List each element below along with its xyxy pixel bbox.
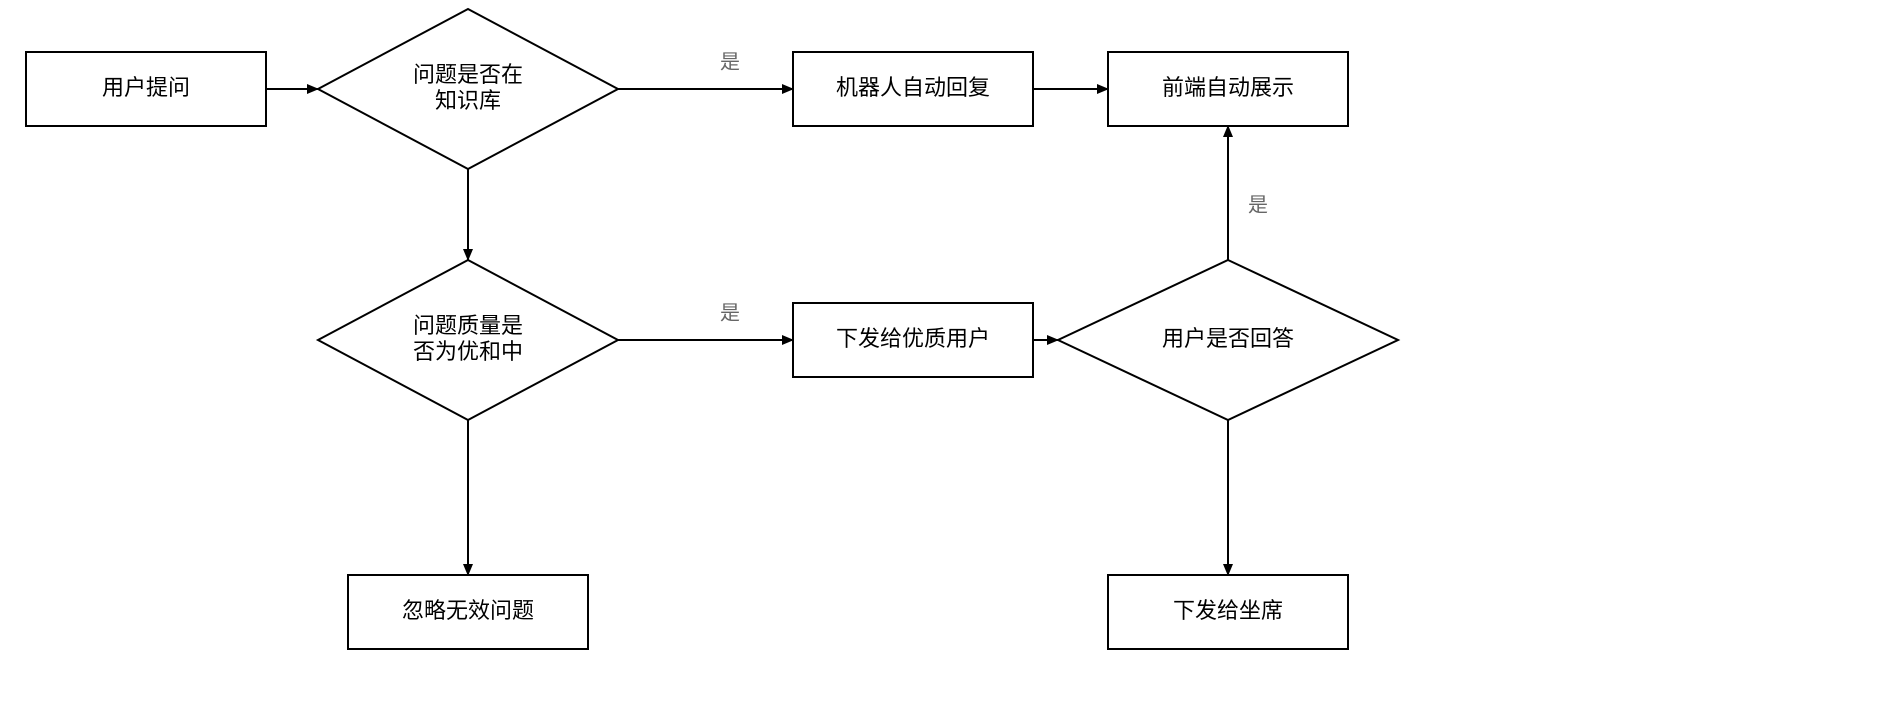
flow-node-n9: 下发给坐席 (1108, 575, 1348, 649)
node-label: 下发给优质用户 (836, 326, 990, 351)
node-label: 用户提问 (102, 75, 190, 100)
node-label: 问题是否在 (413, 62, 523, 87)
flowchart-canvas: 是是是 用户提问问题是否在知识库机器人自动回复前端自动展示问题质量是否为优和中下… (0, 0, 1898, 708)
flow-node-n3: 机器人自动回复 (793, 52, 1033, 126)
node-label: 前端自动展示 (1162, 75, 1294, 100)
flow-node-n5: 问题质量是否为优和中 (318, 260, 618, 420)
flow-node-n7: 用户是否回答 (1058, 260, 1398, 420)
node-label: 下发给坐席 (1173, 598, 1283, 623)
edge-label: 是 (1248, 194, 1268, 216)
node-label: 问题质量是 (413, 313, 523, 338)
edge-label: 是 (720, 302, 740, 324)
node-label: 否为优和中 (413, 339, 523, 364)
flow-node-n6: 下发给优质用户 (793, 303, 1033, 377)
flow-node-n2: 问题是否在知识库 (318, 9, 618, 169)
node-label: 忽略无效问题 (402, 598, 534, 623)
flow-node-n8: 忽略无效问题 (348, 575, 588, 649)
node-label: 机器人自动回复 (836, 75, 990, 100)
node-label: 知识库 (435, 88, 501, 113)
node-label: 用户是否回答 (1162, 326, 1294, 351)
flow-node-n4: 前端自动展示 (1108, 52, 1348, 126)
flow-node-n1: 用户提问 (26, 52, 266, 126)
edge-label: 是 (720, 51, 740, 73)
